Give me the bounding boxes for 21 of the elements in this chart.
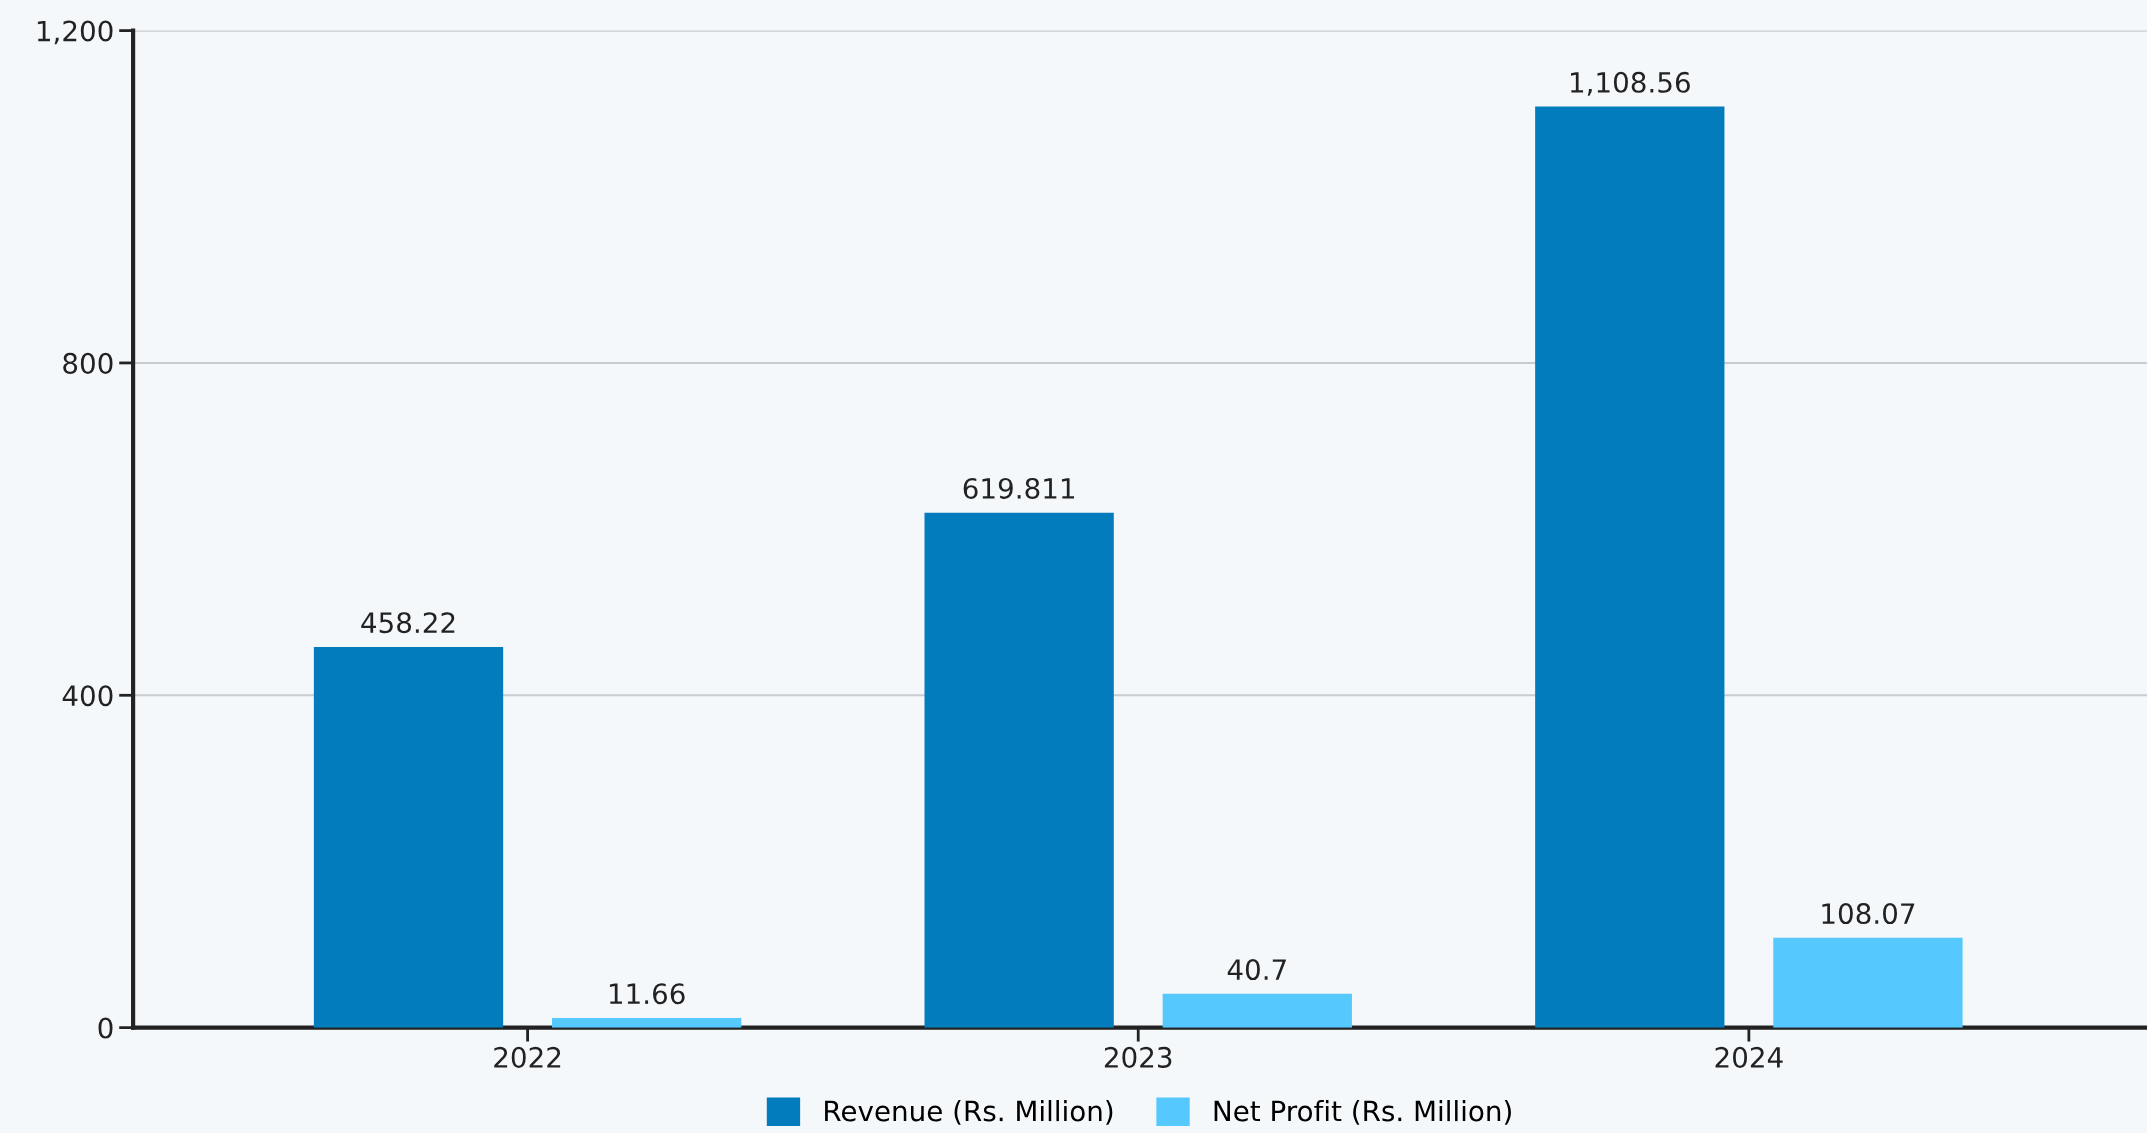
y-tick-label: 1,200 (37, 20, 113, 45)
bar (924, 512, 1114, 1028)
x-tick-label: 2024 (1715, 1046, 1783, 1068)
x-tick-label: 2022 (494, 1046, 561, 1068)
data-label: 619.811 (963, 477, 1075, 499)
bar (1773, 937, 1963, 1028)
data-label: 40.7 (1227, 959, 1286, 981)
bar (1535, 106, 1725, 1028)
y-tick-label: 0 (98, 1017, 113, 1039)
legend-label: Revenue (Rs. Million) (825, 1100, 1113, 1125)
x-tick-label: 2023 (1104, 1046, 1172, 1068)
y-tick-label: 400 (62, 685, 113, 707)
data-label: 458.22 (361, 612, 455, 634)
bar (313, 646, 504, 1028)
bar (552, 1017, 742, 1028)
data-label: 108.07 (1822, 903, 1915, 925)
legend-label: Net Profit (Rs. Million) (1214, 1100, 1511, 1125)
data-label: 1,108.56 (1570, 71, 1690, 96)
bar (1162, 993, 1352, 1028)
y-tick-label: 800 (63, 352, 113, 374)
data-label: 11.66 (609, 983, 685, 1005)
